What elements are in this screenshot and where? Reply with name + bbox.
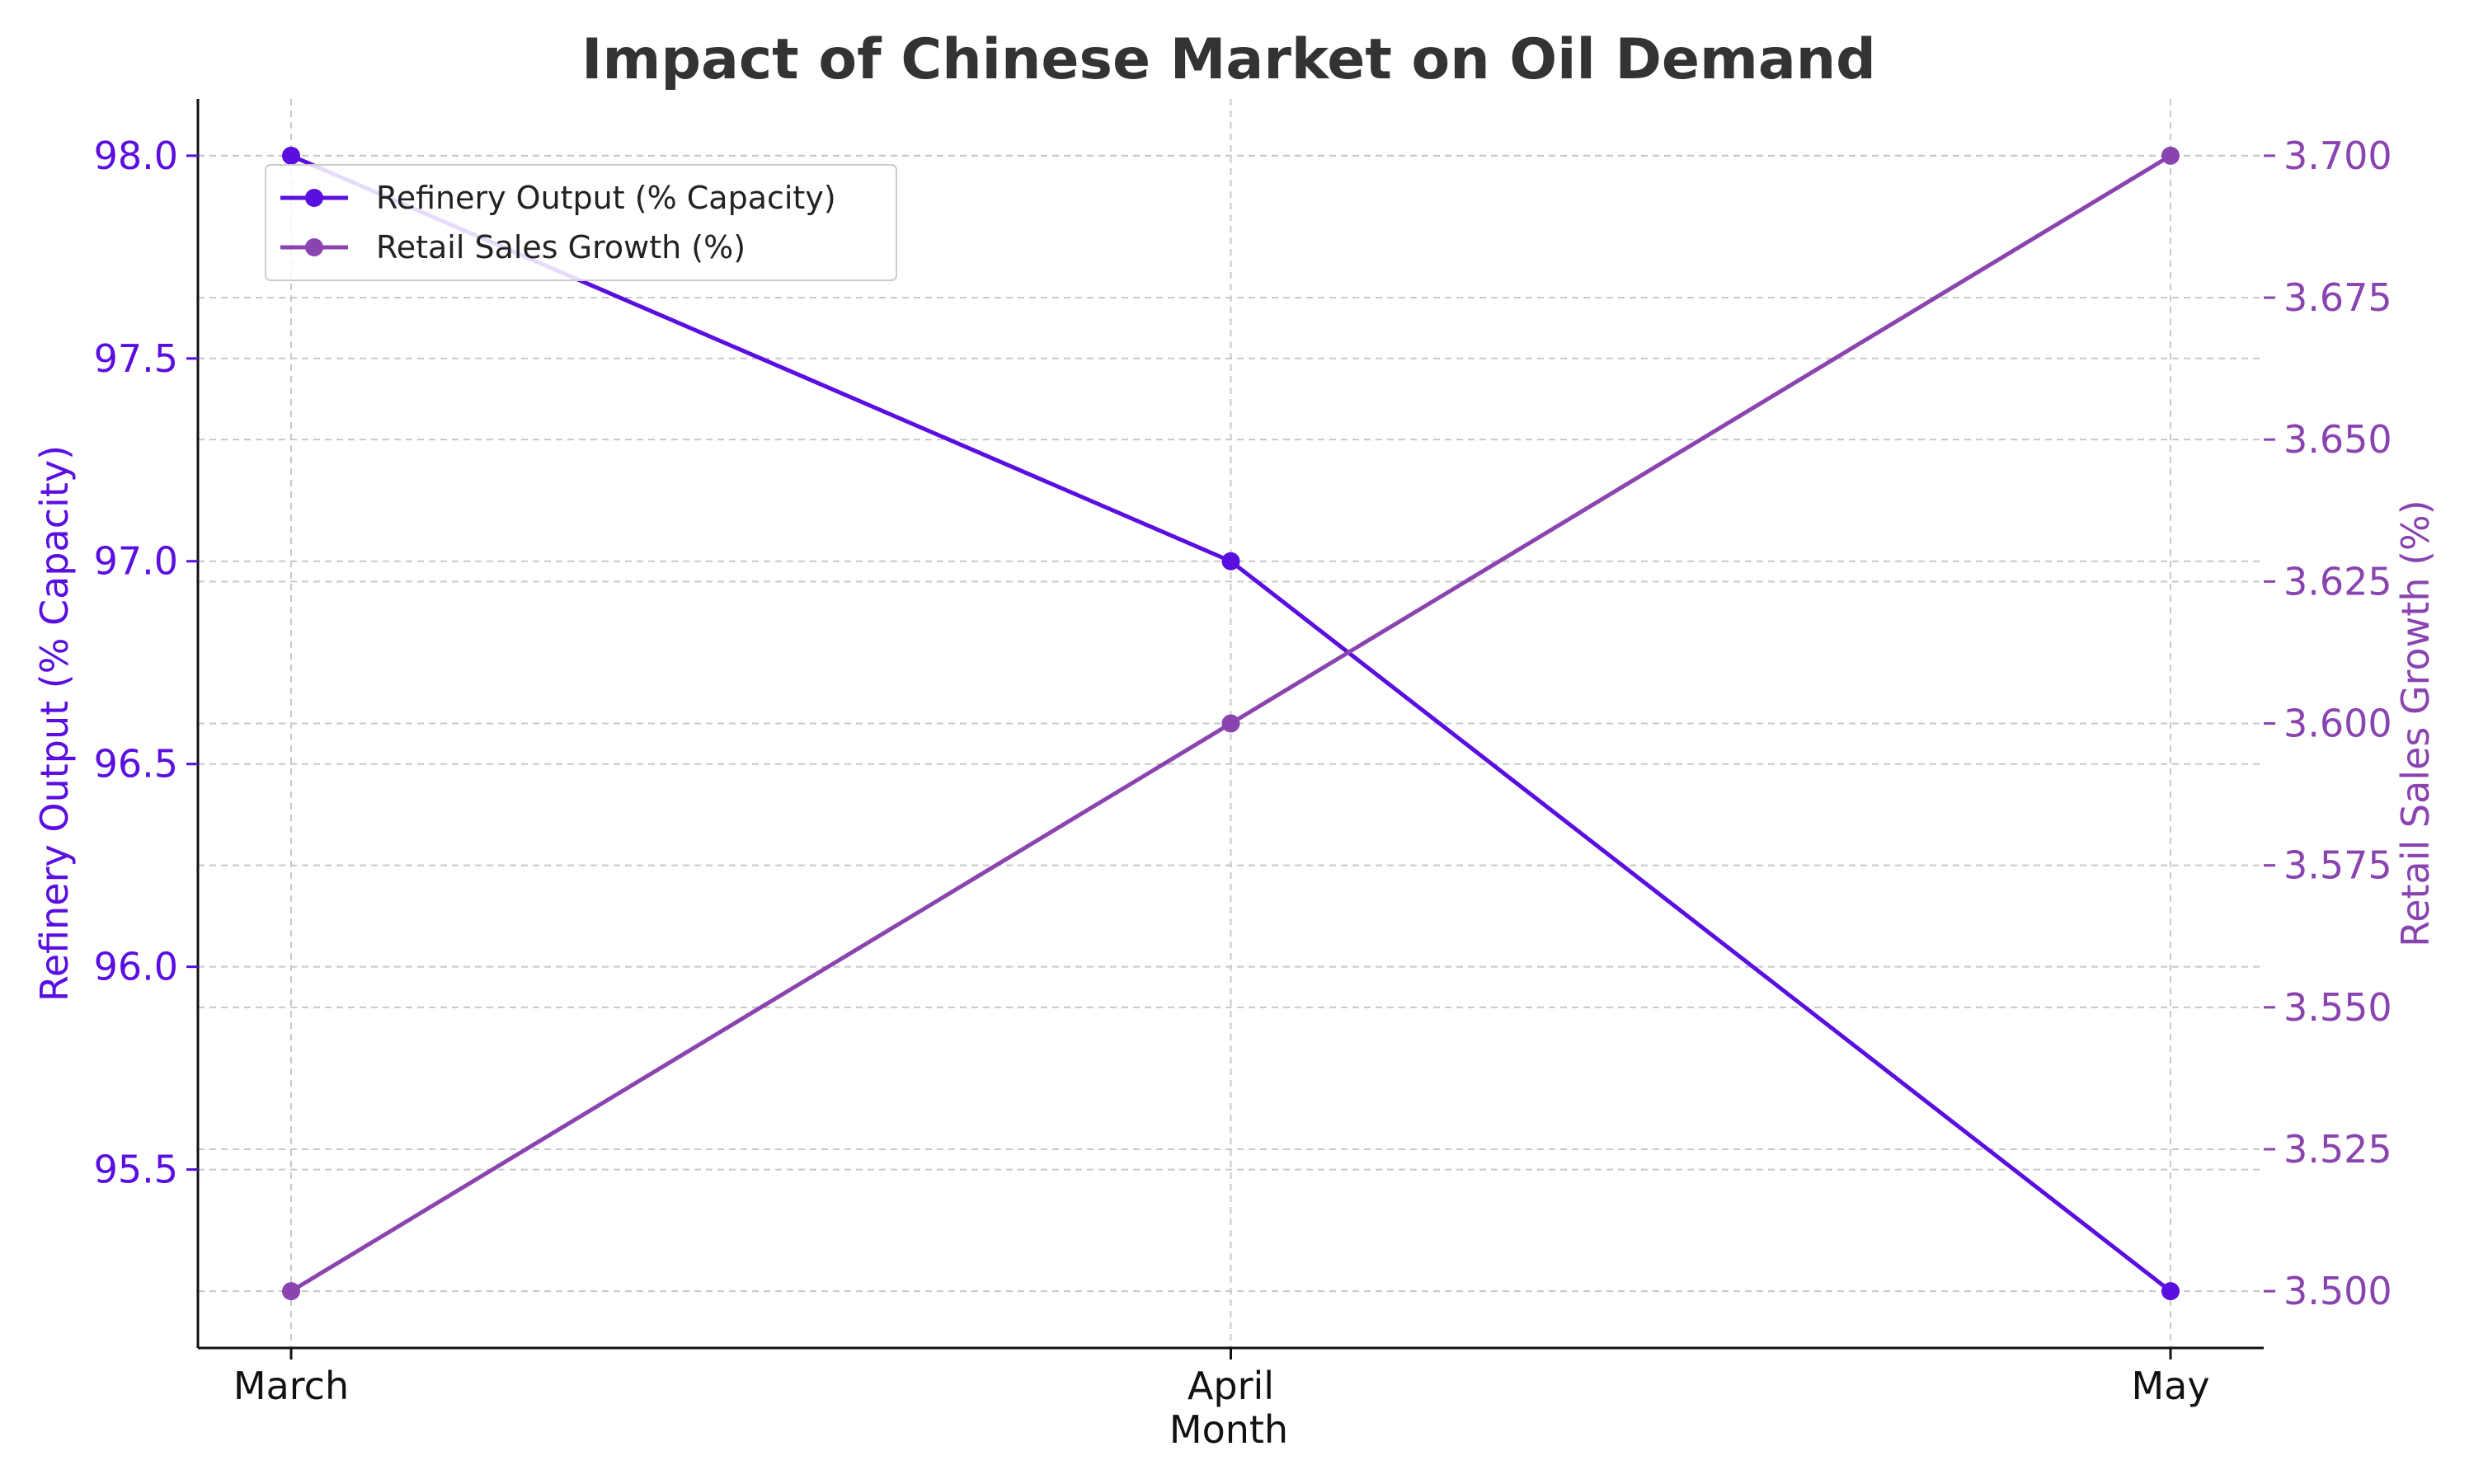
chart-title: Impact of Chinese Market on Oil Demand	[581, 27, 1876, 92]
x-tick-label-1: April	[1188, 1364, 1274, 1408]
y-right-tick-label-8: 3.700	[2284, 134, 2392, 178]
x-tick-label-0: March	[233, 1364, 349, 1408]
y-right-tick-label-2: 3.550	[2284, 985, 2392, 1030]
y-right-tick-label-3: 3.575	[2284, 843, 2392, 888]
legend: Refinery Output (% Capacity) Retail Sales…	[265, 164, 897, 281]
series-0-point-1	[1221, 552, 1240, 571]
y-left-tick-label-0: 95.5	[94, 1148, 178, 1192]
y-right-tick-label-4: 3.600	[2284, 702, 2392, 746]
y-right-tick-label-0: 3.500	[2284, 1269, 2392, 1313]
y-axis-right-label: Retail Sales Growth (%)	[2393, 500, 2438, 946]
series-0-point-0	[282, 146, 300, 165]
y-right-tick-label-1: 3.525	[2284, 1127, 2392, 1172]
axes: 95.5 96.0 96.5 97.0 97.5 98.0 3.500 3.525 3.550 3…	[94, 99, 2392, 1408]
legend-box	[265, 164, 897, 281]
x-axis-label: Month	[1169, 1407, 1288, 1452]
series-1-point-1	[1221, 714, 1240, 733]
series-0-point-2	[2161, 1282, 2180, 1301]
y-right-tick-label-5: 3.625	[2284, 559, 2392, 603]
y-right-tick-label-6: 3.650	[2284, 417, 2392, 462]
legend-label-0: Refinery Output (% Capacity)	[376, 180, 836, 216]
y-left-tick-label-1: 96.0	[94, 945, 178, 989]
legend-swatch-marker-0	[305, 189, 323, 207]
y-left-tick-label-4: 97.5	[94, 336, 178, 381]
y-left-tick-label-2: 96.5	[94, 742, 178, 787]
series-layer	[282, 146, 2180, 1301]
x-tick-label-2: May	[2131, 1364, 2209, 1408]
y-left-tick-label-5: 98.0	[94, 134, 178, 178]
y-left-tick-label-3: 97.0	[94, 539, 178, 584]
legend-swatch-marker-1	[305, 238, 323, 256]
y-right-tick-label-7: 3.675	[2284, 275, 2392, 320]
series-1-point-0	[282, 1282, 300, 1301]
series-1-point-2	[2161, 146, 2180, 165]
legend-label-1: Retail Sales Growth (%)	[376, 229, 745, 265]
y-axis-left-label: Refinery Output (% Capacity)	[32, 445, 77, 1002]
